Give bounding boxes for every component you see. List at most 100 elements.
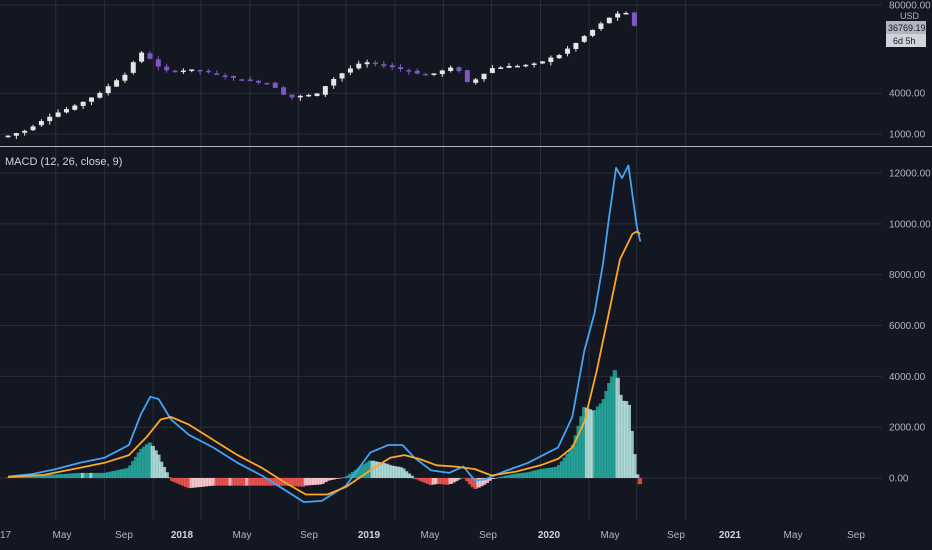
candle[interactable]	[339, 73, 345, 79]
candle[interactable]	[548, 57, 554, 62]
candle[interactable]	[13, 133, 19, 136]
candle[interactable]	[322, 86, 328, 95]
candle[interactable]	[581, 36, 587, 42]
candle[interactable]	[573, 43, 579, 50]
candle[interactable]	[623, 12, 629, 15]
histogram-bar	[621, 400, 626, 478]
price-axis[interactable]: 80000.00 4000.00 1000.00	[889, 1, 931, 141]
candle[interactable]	[63, 109, 69, 113]
histogram-bar	[231, 478, 236, 486]
candle[interactable]	[256, 80, 262, 83]
candle[interactable]	[272, 82, 278, 88]
candle[interactable]	[347, 68, 353, 73]
candle[interactable]	[247, 79, 253, 82]
candle[interactable]	[222, 75, 228, 78]
macd-axis[interactable]: 12000.00 10000.00 8000.00 6000.00 4000.00 200…	[889, 169, 931, 485]
candle[interactable]	[197, 69, 203, 72]
candle[interactable]	[289, 94, 295, 98]
candle[interactable]	[331, 78, 337, 86]
candle[interactable]	[155, 59, 161, 67]
histogram-bar	[339, 477, 345, 479]
candle[interactable]	[281, 87, 287, 95]
histogram-bar	[426, 478, 431, 484]
candle[interactable]	[264, 83, 270, 85]
candle[interactable]	[189, 69, 195, 71]
candle[interactable]	[539, 61, 545, 64]
candle[interactable]	[239, 79, 245, 81]
candle[interactable]	[72, 105, 78, 110]
candle[interactable]	[105, 86, 111, 94]
histogram-bar	[312, 478, 317, 485]
histogram-bar	[515, 473, 520, 478]
signal-line[interactable]	[7, 230, 641, 496]
candle[interactable]	[414, 70, 420, 74]
candle[interactable]	[615, 13, 621, 18]
candle[interactable]	[89, 97, 95, 102]
candle[interactable]	[172, 70, 178, 73]
candle[interactable]	[114, 80, 120, 87]
time-axis[interactable]: 17 May Sep 2018 May Sep 2019 May Sep 2020 May Sep 20…	[0, 530, 865, 541]
candle[interactable]	[481, 73, 487, 80]
candle[interactable]	[606, 17, 612, 24]
macd-indicator-title[interactable]: MACD (12, 26, close, 9)	[5, 156, 122, 168]
price-panel[interactable]	[5, 11, 637, 140]
candle[interactable]	[306, 94, 312, 97]
candle[interactable]	[5, 135, 11, 138]
candle[interactable]	[80, 101, 86, 107]
candle[interactable]	[122, 74, 128, 81]
candle[interactable]	[598, 23, 604, 29]
candle[interactable]	[473, 79, 479, 83]
histogram-bar	[462, 478, 467, 479]
candle[interactable]	[372, 62, 378, 65]
candle[interactable]	[631, 12, 637, 26]
candle[interactable]	[439, 70, 445, 75]
histogram-bar	[167, 477, 172, 479]
candle[interactable]	[30, 126, 36, 131]
candle[interactable]	[314, 93, 320, 97]
candle[interactable]	[531, 63, 537, 65]
histogram-bar	[300, 478, 306, 487]
histogram-bar	[30, 476, 36, 478]
candle[interactable]	[431, 73, 437, 75]
macd-line[interactable]	[7, 164, 642, 504]
candle[interactable]	[389, 65, 395, 68]
candle[interactable]	[398, 67, 404, 70]
candle[interactable]	[506, 65, 512, 68]
candle[interactable]	[364, 62, 370, 65]
candle[interactable]	[130, 62, 136, 73]
candle[interactable]	[406, 70, 412, 72]
candle[interactable]	[565, 48, 571, 54]
candle[interactable]	[205, 70, 211, 73]
candle[interactable]	[139, 52, 145, 62]
candle[interactable]	[55, 112, 61, 117]
candle[interactable]	[423, 73, 429, 76]
candle[interactable]	[214, 73, 220, 75]
candle[interactable]	[523, 64, 529, 67]
candle[interactable]	[180, 70, 186, 73]
histogram-bar	[412, 477, 417, 479]
histogram-bar	[403, 471, 409, 478]
candle[interactable]	[498, 67, 504, 69]
histogram-bar	[526, 472, 531, 478]
candle[interactable]	[47, 116, 53, 122]
candle[interactable]	[489, 68, 495, 73]
candle[interactable]	[456, 67, 462, 72]
candle[interactable]	[230, 76, 236, 78]
candle[interactable]	[97, 92, 103, 98]
macd-panel[interactable]	[5, 164, 643, 504]
candle[interactable]	[448, 67, 454, 72]
candle[interactable]	[464, 70, 470, 83]
candle[interactable]	[381, 64, 387, 67]
candle[interactable]	[164, 66, 170, 71]
histogram-bar	[545, 468, 551, 478]
candle[interactable]	[556, 55, 562, 59]
histogram-bar	[568, 450, 573, 478]
candle[interactable]	[590, 29, 596, 36]
candle[interactable]	[38, 121, 44, 126]
candle[interactable]	[356, 63, 362, 69]
candle[interactable]	[147, 53, 153, 59]
candle[interactable]	[514, 65, 520, 68]
candle[interactable]	[22, 130, 28, 133]
candle[interactable]	[297, 95, 303, 98]
